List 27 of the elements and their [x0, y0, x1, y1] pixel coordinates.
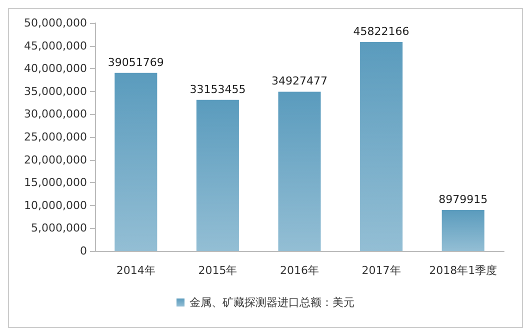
x-tick-label: 2017年 — [362, 264, 401, 277]
x-tick-label: 2015年 — [198, 264, 238, 277]
bar — [278, 92, 321, 251]
y-tick-label: 45,000,000 — [24, 39, 87, 52]
x-tick-label: 2018年1季度 — [429, 264, 498, 277]
data-label: 34927477 — [272, 74, 328, 88]
y-tick-label: 40,000,000 — [24, 62, 87, 76]
x-tick-label: 2014年 — [116, 264, 156, 277]
y-tick-label: 50,000,000 — [24, 16, 87, 30]
bar — [196, 100, 239, 251]
data-label: 33153455 — [190, 82, 246, 96]
bar — [360, 42, 403, 251]
y-tick-label: 15,000,000 — [24, 176, 87, 190]
data-label: 8979915 — [438, 193, 488, 206]
y-tick-label: 10,000,000 — [24, 198, 87, 212]
y-tick-label: 5,000,000 — [31, 222, 87, 235]
x-tick-label: 2016年 — [280, 264, 319, 277]
y-tick-label: 35,000,000 — [24, 84, 87, 98]
y-tick-label: 25,000,000 — [24, 130, 87, 144]
bar — [114, 72, 158, 251]
y-tick-label: 30,000,000 — [24, 108, 87, 121]
y-tick-label: 20,000,000 — [24, 153, 87, 166]
data-label: 39051769 — [108, 56, 164, 69]
bar — [442, 210, 484, 251]
y-tick-label: 0 — [80, 244, 87, 258]
legend-label: 金属、矿藏探测器进口总额：美元 — [190, 296, 354, 309]
data-label: 45822166 — [353, 25, 410, 38]
